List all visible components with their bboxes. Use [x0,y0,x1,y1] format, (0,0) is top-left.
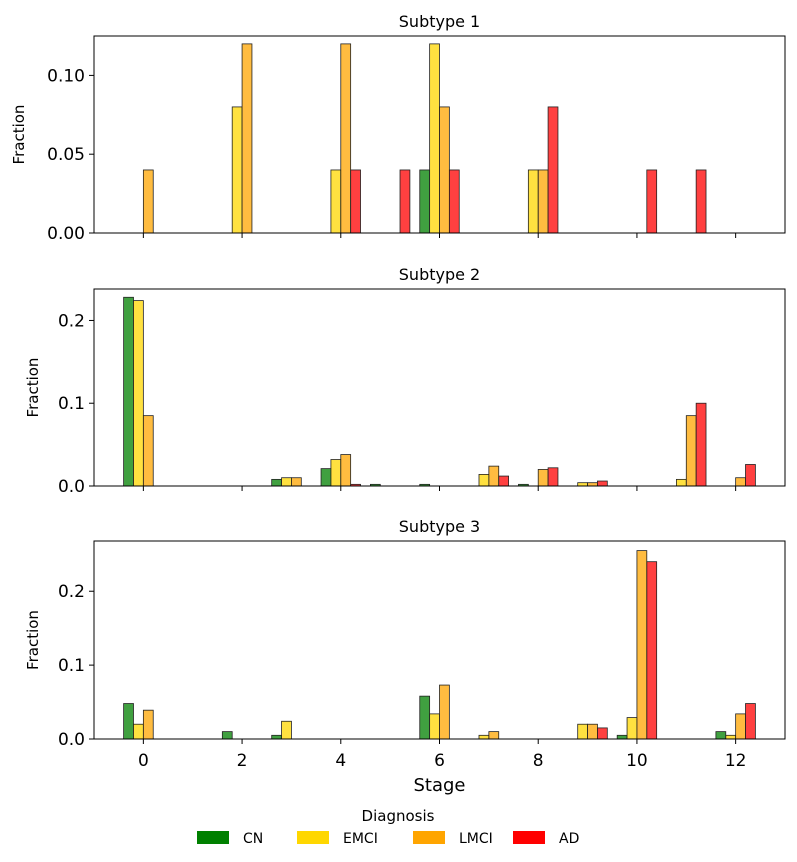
x-tick-label: 8 [533,751,544,771]
bar-lmci-stage-12 [735,713,746,740]
bar-ad-stage-4 [350,169,361,234]
bar-ad-stage-10 [646,169,658,234]
bar-lmci-stage-2 [241,43,253,234]
bar-emci-stage-0 [133,300,144,487]
x-tick-label: 10 [626,751,648,771]
bar-lmci-stage-7 [488,465,500,487]
bar-lmci-stage-3 [291,477,302,487]
legend-swatch-emci [297,831,329,844]
panel-title: Subtype 1 [399,12,480,31]
bar-lmci-stage-10 [636,550,648,740]
panel-subtype-3: Subtype 3 0.0 0.1 0.2 0 2 4 6 8 10 12 Fraction [24,517,786,771]
panel-subtype-1: Subtype 1 0.00 0.05 0.10 Fraction [10,12,786,244]
legend-title: Diagnosis [362,807,435,825]
y-tick-label: 0.1 [58,394,85,414]
bar-ad-stage-10 [646,561,658,740]
bar-lmci-stage-0 [142,415,154,487]
bar-ad-stage-12 [745,464,756,487]
bar-emci-stage-12 [725,734,737,740]
bar-lmci-stage-6 [439,106,450,234]
legend-swatch-cn [197,831,229,844]
bar-emci-stage-3 [281,720,292,740]
bar-cn-stage-6 [419,695,431,740]
bar-cn-stage-6 [419,169,431,234]
bar-lmci-stage-9 [587,723,598,740]
legend-label-cn: CN [243,831,263,847]
bar-emci-stage-11 [676,478,687,487]
bar-emci-stage-2 [231,106,243,234]
bar-emci-stage-7 [478,474,490,487]
x-axis-label: Stage [413,775,465,796]
y-axis-label: Fraction [24,358,42,418]
legend-swatch-lmci [413,831,445,844]
y-tick-label: 0.2 [58,582,85,602]
legend-label-ad: AD [559,831,579,847]
bar-ad-stage-9 [597,480,608,487]
bar-ad-stage-7 [498,475,510,487]
plot-frame [93,288,786,487]
bar-lmci-stage-12 [735,477,746,487]
bar-lmci-stage-11 [685,415,697,487]
y-tick-label: 0.1 [58,656,85,676]
bar-cn-stage-3 [271,478,282,487]
bar-cn-stage-2 [221,731,233,740]
y-axis-label: Fraction [24,610,42,670]
bar-cn-stage-0 [123,296,134,487]
bar-lmci-stage-0 [142,169,154,234]
bar-cn-stage-12 [715,731,727,740]
bar-ad-stage-6 [448,169,460,234]
bar-emci-stage-4 [330,169,342,234]
bar-emci-stage-4 [330,459,342,487]
bar-ad-stage-12 [745,703,756,740]
panel-title: Subtype 3 [399,517,480,536]
bar-ad-stage-8 [547,106,559,234]
y-tick-label: 0.00 [47,224,85,244]
panel-subtype-2: Subtype 2 0.0 0.1 0.2 Fraction [24,265,786,497]
x-tick-label: 0 [138,751,149,771]
bar-lmci-stage-0 [142,709,154,740]
bar-emci-stage-3 [281,477,292,487]
x-tick-label: 4 [335,751,346,771]
bar-ad-stage-9 [597,727,608,740]
bar-emci-stage-6 [429,43,440,234]
bar-cn-stage-0 [123,703,134,740]
bar-ad-stage-11 [695,402,707,487]
y-axis-label: Fraction [10,105,28,165]
y-tick-label: 0.0 [58,730,85,750]
bar-lmci-stage-4 [340,454,352,487]
bar-lmci-stage-8 [537,469,549,487]
bar-emci-stage-6 [429,713,440,740]
bar-lmci-stage-6 [439,684,450,740]
legend-label-emci: EMCI [343,831,378,847]
panel-title: Subtype 2 [399,265,480,284]
bar-lmci-stage-8 [537,169,549,234]
x-tick-label: 12 [725,751,747,771]
bar-emci-stage-9 [577,723,588,740]
y-tick-label: 0.0 [58,477,85,497]
legend-label-lmci: LMCI [459,831,493,847]
y-tick-label: 0.2 [58,311,85,331]
legend: Diagnosis CN EMCI LMCI AD [197,807,579,847]
legend-swatch-ad [513,831,545,844]
bar-lmci-stage-4 [340,43,352,234]
bar-emci-stage-10 [626,717,638,740]
x-tick-label: 6 [434,751,445,771]
bar-ad-stage-5 [399,169,411,234]
bar-emci-stage-0 [133,723,144,740]
bar-cn-stage-4 [320,468,332,487]
y-tick-label: 0.10 [47,66,85,86]
bar-ad-stage-8 [547,467,559,487]
bar-cn-stage-10 [616,734,628,740]
bar-emci-stage-7 [478,734,490,740]
bar-ad-stage-11 [695,169,707,234]
y-tick-label: 0.05 [47,145,85,165]
x-tick-label: 2 [237,751,248,771]
bar-cn-stage-3 [271,734,282,740]
bar-emci-stage-8 [527,169,539,234]
bar-lmci-stage-7 [488,731,500,740]
